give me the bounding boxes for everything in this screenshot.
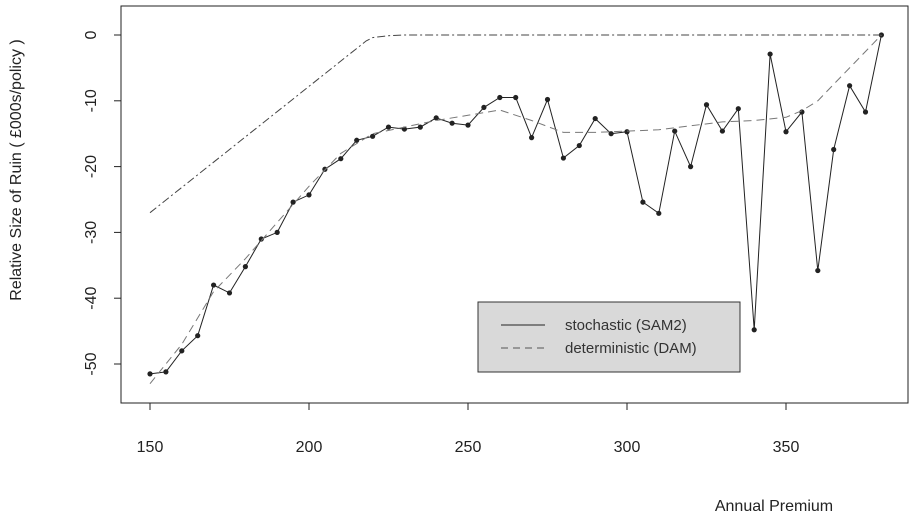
legend-label-deterministic: deterministic (DAM) — [565, 340, 697, 357]
stochastic-data-point — [847, 83, 853, 89]
stochastic-data-point — [449, 120, 455, 126]
y-tick-label: 0 — [83, 30, 100, 39]
stochastic-data-point — [862, 109, 869, 115]
y-tick-label: -20 — [83, 155, 100, 178]
stochastic-data-point — [290, 199, 296, 205]
x-axis-title: Annual Premium — [715, 498, 833, 515]
y-tick-label: -10 — [83, 89, 100, 112]
series-layer — [147, 32, 885, 385]
stochastic-data-point — [672, 128, 678, 134]
stochastic-data-point — [274, 229, 280, 235]
series-deterministic-line — [149, 34, 882, 385]
stochastic-data-point — [799, 109, 805, 115]
stochastic-data-point — [560, 155, 567, 161]
stochastic-data-point — [544, 96, 551, 103]
stochastic-data-point — [767, 51, 773, 57]
stochastic-data-point — [147, 371, 153, 377]
stochastic-data-point — [226, 290, 233, 296]
stochastic-data-point — [354, 137, 360, 143]
stochastic-data-point — [703, 102, 710, 108]
stochastic-data-point — [529, 135, 535, 141]
y-axis: 0 -10 -20 -30 -40 -50 — [83, 30, 121, 376]
plot-frame — [120, 5, 909, 404]
stochastic-data-point — [370, 133, 376, 139]
x-tick-label: 350 — [773, 439, 800, 456]
stochastic-data-point — [783, 129, 789, 135]
legend: stochastic (SAM2) deterministic (DAM) — [477, 301, 741, 373]
stochastic-data-point — [608, 131, 614, 137]
series-dash-dot-line — [149, 34, 882, 214]
stochastic-data-point — [481, 104, 487, 110]
y-axis-title: Relative Size of Ruin ( £000s/policy ) — [8, 39, 25, 300]
x-tick-label: 250 — [455, 439, 482, 456]
stochastic-data-point — [640, 199, 646, 205]
stochastic-data-point — [306, 192, 312, 198]
stochastic-data-point — [258, 236, 264, 242]
legend-label-stochastic: stochastic (SAM2) — [565, 317, 687, 334]
stochastic-data-point — [433, 115, 439, 121]
x-axis: 150 200 250 300 350 — [137, 403, 800, 456]
stochastic-data-point — [576, 142, 582, 149]
stochastic-data-point — [211, 282, 217, 288]
stochastic-data-point — [815, 267, 821, 274]
stochastic-data-point — [624, 129, 630, 135]
stochastic-data-point — [735, 106, 741, 112]
y-tick-label: -50 — [83, 352, 100, 375]
stochastic-data-point — [513, 94, 519, 101]
stochastic-data-point — [656, 210, 662, 216]
stochastic-data-point — [195, 333, 201, 339]
stochastic-data-point — [497, 94, 503, 101]
stochastic-data-point — [163, 369, 169, 375]
stochastic-data-point — [831, 146, 837, 153]
x-tick-label: 150 — [137, 439, 164, 456]
stochastic-data-point — [385, 124, 392, 130]
stochastic-data-point — [592, 115, 598, 122]
y-tick-label: -30 — [83, 221, 100, 244]
y-tick-label: -40 — [83, 287, 100, 310]
stochastic-data-point — [179, 348, 185, 354]
stochastic-data-point — [242, 264, 248, 270]
x-tick-label: 200 — [296, 439, 323, 456]
stochastic-data-point — [417, 124, 423, 130]
stochastic-data-point — [465, 122, 471, 128]
x-tick-label: 300 — [614, 439, 641, 456]
legend-box — [477, 301, 741, 373]
stochastic-data-point — [751, 327, 757, 333]
stochastic-data-point — [719, 128, 726, 134]
stochastic-data-point — [688, 164, 694, 170]
stochastic-data-point — [338, 156, 344, 162]
